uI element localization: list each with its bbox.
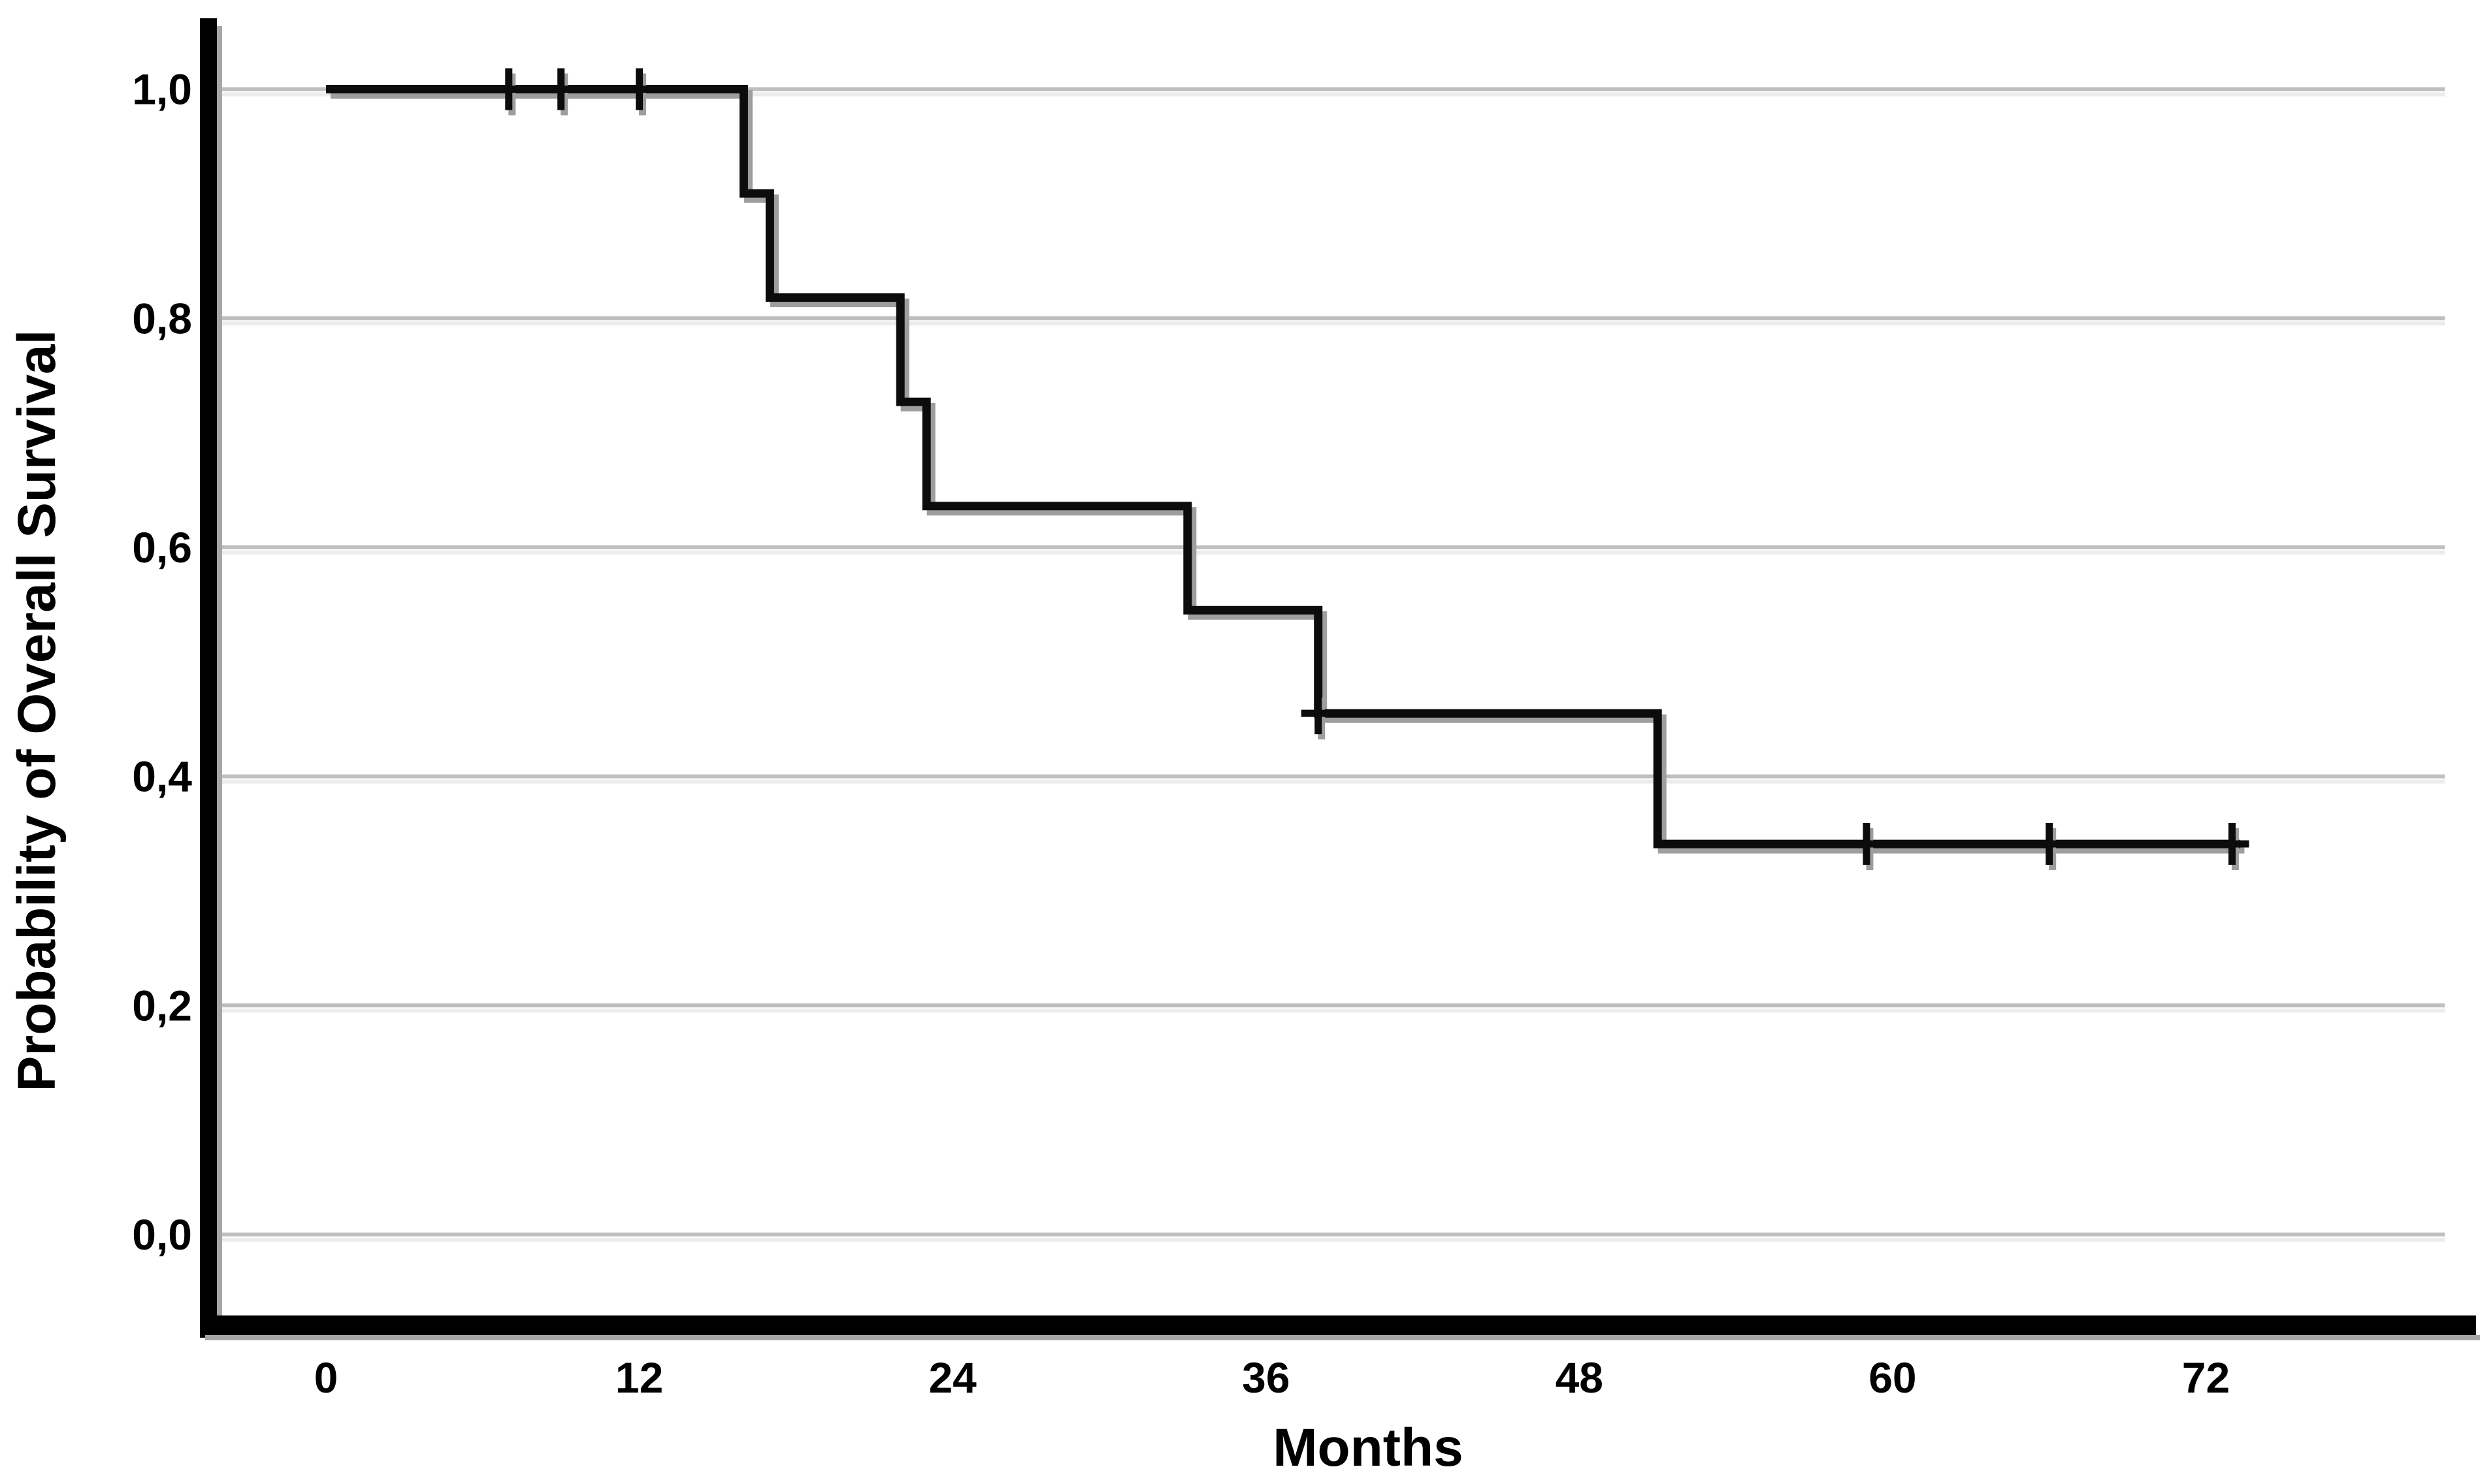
y-tick-labels: 0,0 0,2 0,4 0,6 0,8 1,0	[132, 65, 192, 1259]
x-tick-label: 72	[2182, 1353, 2230, 1402]
x-tick-label: 0	[314, 1353, 338, 1402]
x-axis-title: Months	[1273, 1418, 1463, 1477]
y-tick-label: 0,8	[132, 294, 192, 342]
y-axis-title: Probability of Overall Survival	[7, 330, 67, 1092]
x-tick-label: 48	[1556, 1353, 1603, 1402]
y-tick-label: 0,4	[132, 752, 192, 801]
x-axis-shadow	[205, 1335, 2480, 1340]
x-axis-line	[200, 1315, 2476, 1335]
y-tick-label: 0,0	[132, 1210, 192, 1259]
y-axis-shadow	[217, 26, 222, 1338]
gridlines	[217, 87, 2445, 1242]
y-tick-label: 0,2	[132, 981, 192, 1029]
censor-marks-layer	[491, 68, 2249, 871]
y-axis-line	[200, 18, 217, 1338]
y-tick-label: 1,0	[132, 65, 192, 114]
survival-curve-layer	[326, 85, 2245, 854]
x-tick-label: 24	[928, 1353, 977, 1402]
survival-curve	[326, 85, 2240, 848]
x-tick-label: 36	[1242, 1353, 1290, 1402]
survival-curve-shadow	[331, 90, 2245, 854]
x-tick-labels: 0 12 24 36 48 60 72	[314, 1353, 2230, 1402]
axes	[200, 18, 2480, 1340]
y-tick-label: 0,6	[132, 523, 192, 572]
x-tick-label: 12	[615, 1353, 663, 1402]
x-tick-label: 60	[1868, 1353, 1916, 1402]
